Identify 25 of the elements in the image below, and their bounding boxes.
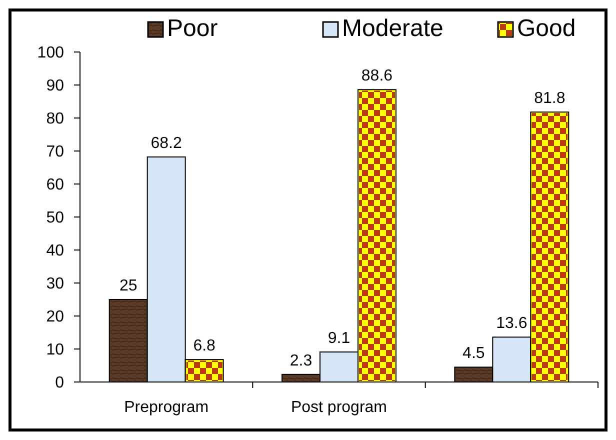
x-tick-label: Preprogram — [124, 399, 209, 416]
y-tick-label: 0 — [55, 374, 64, 392]
data-label: 68.2 — [150, 134, 182, 152]
y-tick-label: 10 — [46, 342, 64, 359]
y-tick-label: 30 — [46, 276, 64, 293]
y-tick-label: 60 — [46, 176, 64, 194]
y-tick-label: 50 — [46, 210, 64, 227]
y-tick-label: 100 — [37, 44, 64, 62]
y-tick-label: 90 — [46, 78, 64, 95]
data-label: 25 — [119, 278, 138, 294]
legend-label: Moderate — [342, 15, 444, 42]
y-tick-label: 70 — [46, 144, 64, 161]
y-tick-label: 20 — [46, 308, 64, 326]
legend-label: Poor — [167, 15, 218, 42]
y-tick-label: 40 — [46, 242, 64, 260]
legend-label: Good — [517, 15, 576, 42]
data-label: 6.8 — [193, 338, 216, 355]
data-label: 2.3 — [290, 352, 312, 370]
data-label: 4.5 — [462, 345, 485, 362]
data-label: 13.6 — [496, 315, 528, 332]
data-label: 81.8 — [534, 90, 566, 108]
data-label: 88.6 — [361, 68, 393, 85]
x-tick-label: Post program — [290, 399, 388, 416]
y-tick-label: 80 — [46, 110, 64, 128]
data-label: 9.1 — [328, 330, 350, 347]
